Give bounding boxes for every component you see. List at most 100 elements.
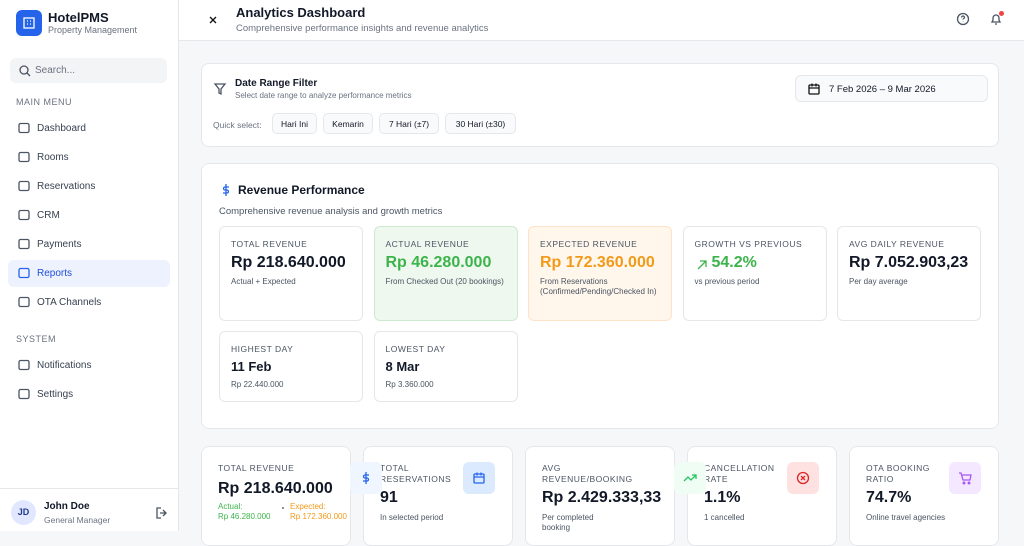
summary-label: AVG REVENUE/BOOKING xyxy=(542,463,633,484)
summary-icon xyxy=(949,462,981,494)
filter-subtitle: Select date range to analyze performance… xyxy=(235,91,412,100)
icon xyxy=(17,266,31,285)
nav-item[interactable]: OTA Channels xyxy=(8,289,170,316)
nav-item[interactable]: Settings xyxy=(8,381,170,408)
icon-graphic xyxy=(18,359,30,371)
metric-note: vs previous period xyxy=(694,277,760,286)
metric-label: HIGHEST DAY xyxy=(231,344,294,354)
metric-card: EXPECTED REVENUE Rp 172.360.000 From Reser… xyxy=(528,226,672,321)
detail-value: Rp 172.360.000 xyxy=(290,512,347,521)
metric-label: AVG DAILY REVENUE xyxy=(849,239,945,249)
nav-item[interactable]: Rooms xyxy=(8,144,170,171)
icon-graphic xyxy=(18,209,30,221)
summary-label: TOTAL REVENUE xyxy=(218,463,295,473)
icon xyxy=(213,82,227,101)
quick-select-button[interactable]: 7 Hari (±7) xyxy=(379,113,439,134)
revenue-title: Revenue Performance xyxy=(238,183,365,197)
nav-label: Settings xyxy=(37,389,74,400)
summary-value: Rp 218.640.000 xyxy=(218,480,333,497)
icon-graphic xyxy=(18,238,30,250)
metric-label: EXPECTED REVENUE xyxy=(540,239,638,249)
avatar: JD xyxy=(11,500,36,525)
section-title: SYSTEM xyxy=(16,334,57,344)
icon xyxy=(796,471,810,490)
nav-label: CRM xyxy=(37,210,60,221)
tagline: Property Management xyxy=(48,25,138,35)
icon-graphic xyxy=(18,151,30,163)
nav-item[interactable]: Reservations xyxy=(8,173,170,200)
icon xyxy=(17,208,31,227)
metric-label: LOWEST DAY xyxy=(385,344,446,354)
icon-graphic xyxy=(808,83,820,95)
help-button[interactable] xyxy=(956,12,970,31)
summary-card: TOTAL RESERVATIONS 91 In selected period xyxy=(363,446,513,546)
summary-value: 74.7% xyxy=(866,489,912,506)
nav-label: Rooms xyxy=(37,152,69,163)
metric-card: GROWTH VS PREVIOUS 54.2% vs previous perio… xyxy=(682,226,827,321)
nav-item[interactable]: Notifications xyxy=(8,352,170,379)
summary-value: 91 xyxy=(380,489,398,506)
icon xyxy=(22,16,36,35)
icon xyxy=(17,237,31,256)
quick-select-button[interactable]: Kemarin xyxy=(323,113,373,134)
quick-label: Quick select: xyxy=(213,120,262,130)
metric-label: GROWTH VS PREVIOUS xyxy=(694,239,803,249)
search-box[interactable]: Search... xyxy=(10,58,167,83)
summary-icon xyxy=(350,462,382,494)
nav-item[interactable]: CRM xyxy=(8,202,170,229)
summary-icon xyxy=(787,462,819,494)
nav-item[interactable]: Dashboard xyxy=(8,115,170,142)
icon xyxy=(807,82,821,101)
summary-card: CANCELLATION RATE 1.1% 1 cancelled xyxy=(687,446,837,546)
search-placeholder: Search... xyxy=(35,65,76,76)
user-divider xyxy=(0,488,179,489)
summary-card: AVG REVENUE/BOOKING Rp 2.429.333,33 Per co… xyxy=(525,446,706,546)
icon-graphic xyxy=(18,180,30,192)
summary-card: OTA BOOKING RATIO 74.7% Online travel agen… xyxy=(849,446,999,546)
metric-card: AVG DAILY REVENUE Rp 7.052.903,23 Per day … xyxy=(837,226,981,321)
date-range-picker[interactable]: 7 Feb 2026 – 9 Mar 2026 xyxy=(795,75,988,102)
summary-value: Rp 2.429.333,33 xyxy=(542,489,662,506)
icon-graphic xyxy=(156,507,167,519)
icon-graphic xyxy=(683,474,697,482)
metric-label: ACTUAL REVENUE xyxy=(385,239,470,249)
metric-card: ACTUAL REVENUE Rp 46.280.000 From Checked … xyxy=(373,226,518,321)
icon-graphic xyxy=(362,472,370,484)
icon xyxy=(958,471,972,490)
metric-note: Per day average xyxy=(849,277,908,286)
notification-button[interactable] xyxy=(989,12,1003,31)
icon-graphic xyxy=(959,472,972,485)
page-subtitle: Comprehensive performance insights and r… xyxy=(236,23,489,34)
nav-item[interactable]: Reports xyxy=(8,260,170,287)
detail-value: Rp 46.280.000 xyxy=(218,512,271,521)
close-button[interactable] xyxy=(206,13,220,32)
icon xyxy=(18,64,32,83)
summary-note: In selected period xyxy=(380,513,444,522)
metric-card: LOWEST DAY 8 Mar Rp 3.360.000 xyxy=(373,331,518,402)
icon-graphic xyxy=(990,14,1002,25)
detail-label: Actual: xyxy=(218,502,243,511)
icon xyxy=(17,295,31,314)
icon xyxy=(695,258,709,277)
metric-label: TOTAL REVENUE xyxy=(231,239,308,249)
icon xyxy=(17,358,31,377)
filter-title: Date Range Filter xyxy=(235,78,318,89)
nav-label: Notifications xyxy=(37,360,92,371)
revenue-card: Revenue Performance Comprehensive revenue… xyxy=(201,163,999,429)
metric-value: 11 Feb xyxy=(231,359,272,374)
icon-graphic xyxy=(19,65,31,77)
section-title: MAIN MENU xyxy=(16,97,72,107)
logout-button[interactable] xyxy=(155,506,169,525)
quick-select-button[interactable]: 30 Hari (±30) xyxy=(445,113,516,134)
icon xyxy=(17,179,31,198)
summary-note: 1 cancelled xyxy=(704,513,745,522)
icon-graphic xyxy=(697,260,707,270)
summary-icon xyxy=(463,462,495,494)
nav-item[interactable]: Payments xyxy=(8,231,170,258)
metric-note: Actual + Expected xyxy=(231,277,296,286)
summary-note: Online travel agencies xyxy=(866,513,946,522)
quick-select-button[interactable]: Hari Ini xyxy=(272,113,317,134)
metric-value: Rp 46.280.000 xyxy=(385,254,492,271)
